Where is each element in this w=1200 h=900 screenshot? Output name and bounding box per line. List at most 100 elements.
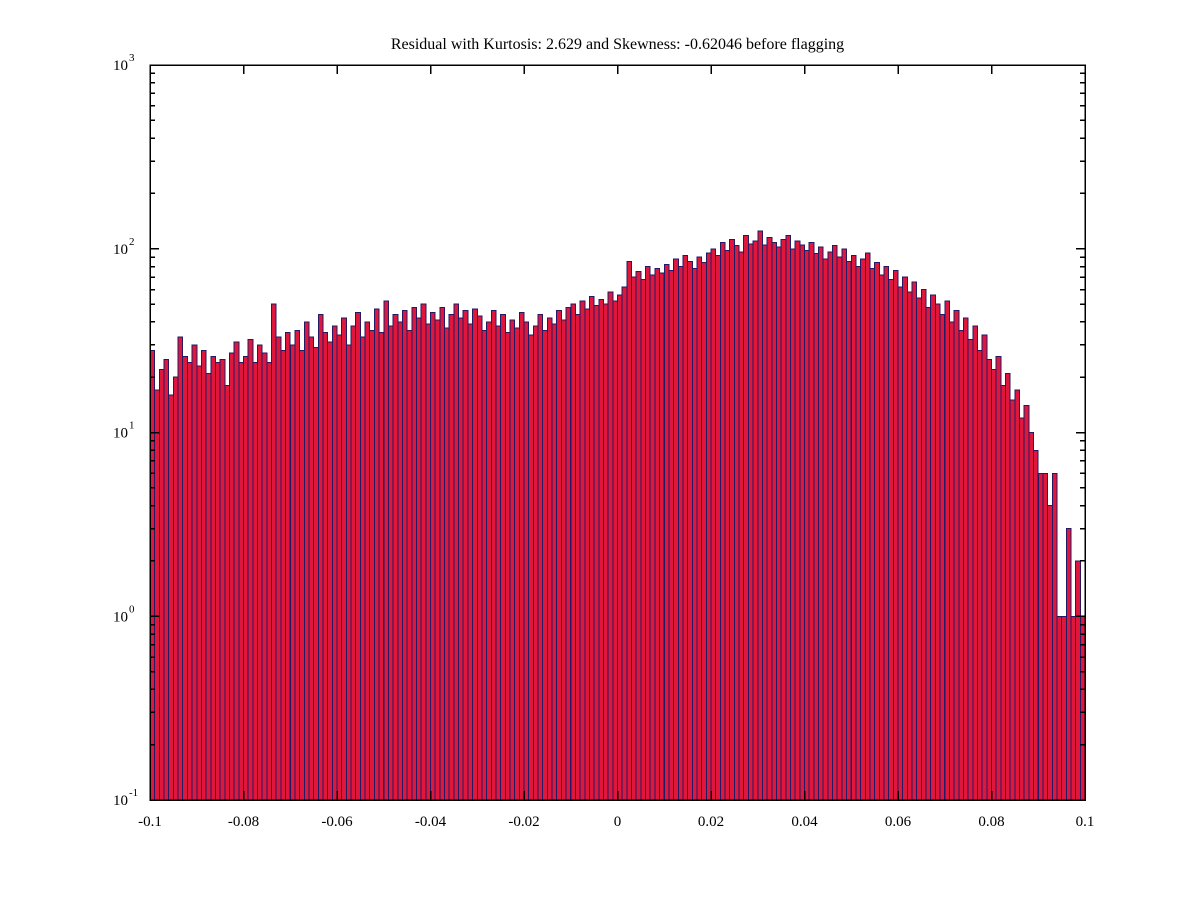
histogram-bar bbox=[925, 306, 932, 801]
histogram-bar bbox=[743, 235, 749, 801]
histogram-bar bbox=[154, 389, 160, 801]
histogram-bar bbox=[387, 325, 394, 801]
histogram-bar bbox=[738, 251, 745, 801]
histogram-bar bbox=[747, 243, 754, 801]
histogram-bar bbox=[696, 256, 703, 801]
histogram-bar bbox=[448, 313, 455, 801]
histogram-bar bbox=[289, 344, 296, 801]
histogram-bar bbox=[930, 294, 936, 801]
histogram-bar bbox=[780, 239, 787, 801]
x-tick-label: 0.1 bbox=[1076, 814, 1095, 830]
x-tick-label: -0.1 bbox=[138, 814, 162, 830]
histogram-bar bbox=[729, 239, 735, 801]
histogram-bar bbox=[860, 258, 866, 801]
histogram-bar bbox=[472, 308, 478, 801]
histogram-bar bbox=[883, 266, 890, 801]
histogram-bar bbox=[401, 310, 408, 801]
y-tick-label-exponent: 2 bbox=[129, 236, 135, 248]
histogram-bar bbox=[500, 313, 506, 801]
histogram-bar bbox=[897, 286, 904, 801]
x-tick-label: -0.08 bbox=[228, 814, 259, 830]
histogram-bar bbox=[677, 266, 684, 801]
histogram-bar bbox=[158, 369, 165, 801]
histogram-bar bbox=[902, 276, 908, 801]
histogram-bar bbox=[280, 349, 287, 801]
histogram-bar bbox=[369, 329, 375, 801]
histogram-bar bbox=[504, 332, 511, 801]
histogram-bar bbox=[1075, 560, 1081, 801]
histogram-bar bbox=[1051, 472, 1058, 801]
histogram-bar bbox=[691, 268, 698, 801]
histogram-bar bbox=[635, 271, 642, 801]
histogram-bar bbox=[481, 329, 488, 801]
histogram-bar bbox=[827, 251, 834, 801]
y-tick-label-exponent: 3 bbox=[129, 52, 135, 64]
histogram-bar bbox=[920, 289, 927, 801]
histogram-bar bbox=[233, 341, 240, 801]
histogram-bar bbox=[1009, 399, 1016, 801]
histogram-bar bbox=[1033, 449, 1039, 801]
histogram-bar bbox=[373, 308, 380, 801]
histogram-bar bbox=[322, 332, 329, 801]
histogram-bar bbox=[874, 262, 880, 801]
histogram-bar bbox=[892, 270, 899, 801]
histogram-bar bbox=[486, 321, 492, 801]
histogram-bar bbox=[551, 323, 558, 801]
histogram-bar bbox=[967, 339, 974, 801]
x-tick-label: 0.02 bbox=[698, 814, 724, 830]
histogram-bar bbox=[331, 325, 338, 801]
histogram-bar bbox=[818, 246, 824, 801]
histogram-bar bbox=[916, 297, 922, 801]
histogram-bar bbox=[210, 355, 216, 801]
histogram-bar bbox=[518, 311, 525, 801]
histogram-bar bbox=[976, 349, 983, 801]
histogram-bar bbox=[570, 303, 576, 801]
histogram-bar bbox=[462, 310, 469, 801]
histogram-bar bbox=[238, 362, 245, 801]
histogram-bar bbox=[285, 332, 291, 801]
histogram-bar bbox=[327, 341, 333, 801]
histogram-bar bbox=[317, 313, 324, 801]
histogram-bar bbox=[196, 365, 202, 801]
histogram-bar bbox=[383, 300, 389, 801]
histogram-bar bbox=[766, 237, 773, 801]
histogram-bar bbox=[761, 244, 768, 801]
histogram-bar bbox=[906, 291, 913, 801]
histogram-bar bbox=[593, 305, 600, 801]
histogram-bar bbox=[822, 258, 829, 801]
histogram-bar bbox=[626, 261, 633, 801]
histogram-bar bbox=[757, 230, 763, 801]
histogram-bar bbox=[948, 321, 955, 801]
histogram-bar bbox=[645, 266, 651, 801]
histogram-bar bbox=[182, 355, 188, 801]
histogram-bar bbox=[243, 355, 249, 801]
histogram-bar bbox=[1065, 528, 1072, 801]
histogram-bar bbox=[411, 306, 417, 801]
histogram-bar bbox=[560, 319, 567, 801]
histogram-bar bbox=[869, 268, 876, 801]
histogram-bar bbox=[200, 349, 207, 801]
histogram-bar bbox=[654, 268, 661, 801]
histogram-bar bbox=[1061, 615, 1067, 801]
histogram-bar bbox=[495, 325, 502, 801]
histogram-bar bbox=[537, 313, 544, 801]
histogram-bar bbox=[439, 306, 446, 801]
histogram-bar bbox=[355, 311, 361, 801]
histogram-bar bbox=[775, 246, 782, 801]
histogram-bar bbox=[579, 300, 586, 801]
histogram-bar bbox=[168, 394, 174, 801]
histogram-bar bbox=[303, 321, 310, 801]
histogram-bar bbox=[705, 252, 712, 801]
histogram-bar bbox=[733, 245, 740, 801]
histogram-bar bbox=[888, 279, 894, 801]
histogram-bar bbox=[846, 261, 852, 801]
y-tick-label-base: 10 bbox=[113, 426, 128, 442]
histogram-bar bbox=[612, 300, 619, 801]
histogram-bar bbox=[972, 325, 978, 801]
histogram-bar bbox=[832, 245, 838, 801]
histogram-bar bbox=[252, 362, 259, 801]
histogram-bar bbox=[687, 261, 693, 801]
histogram-bar bbox=[598, 298, 604, 801]
histogram-bar bbox=[958, 329, 964, 801]
